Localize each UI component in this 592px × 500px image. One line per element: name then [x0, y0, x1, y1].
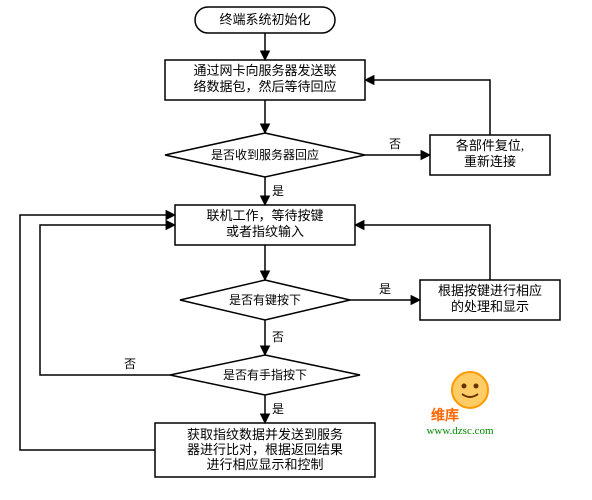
keyproc-line2: 的处理和显示	[451, 299, 529, 314]
d3-label: 是否有手指按下	[223, 367, 307, 382]
d2-no-label: 否	[272, 330, 284, 344]
send-line1: 通过网卡向服务器发送联	[193, 63, 336, 78]
watermark-line2: www.dzsc.com	[426, 425, 494, 437]
start-label: 终端系统初始化	[219, 12, 310, 27]
d3-no-label: 否	[124, 357, 136, 371]
keyproc-line1: 根据按键进行相应	[438, 283, 542, 298]
e-reset-send	[365, 80, 490, 135]
send-line2: 络数据包，然后等待回应	[193, 79, 336, 94]
work-line1: 联机工作，等待按键	[206, 208, 323, 223]
d1-label: 是否收到服务器回应	[211, 147, 319, 162]
e-d3-loop	[40, 225, 175, 375]
final-line1: 获取指纹数据并发送到服务	[187, 427, 343, 442]
d2-label: 是否有键按下	[229, 293, 301, 307]
watermark-icon	[452, 372, 488, 408]
watermark-line1: 维库	[431, 407, 459, 424]
final-line3: 进行相应显示和控制	[206, 457, 323, 472]
d1-yes-label: 是	[272, 184, 284, 198]
reset-line1: 各部件复位,	[456, 138, 524, 153]
d2-yes-label: 是	[379, 282, 391, 296]
d1-no-label: 否	[389, 137, 401, 151]
reset-line2: 重新连接	[464, 154, 516, 169]
e-keyproc-work	[355, 225, 490, 280]
d3-yes-label: 是	[272, 402, 284, 416]
final-line2: 器进行比对，根据返回结果	[187, 442, 343, 457]
e-final-loop	[20, 215, 175, 450]
work-line2: 或者指纹输入	[226, 224, 304, 239]
